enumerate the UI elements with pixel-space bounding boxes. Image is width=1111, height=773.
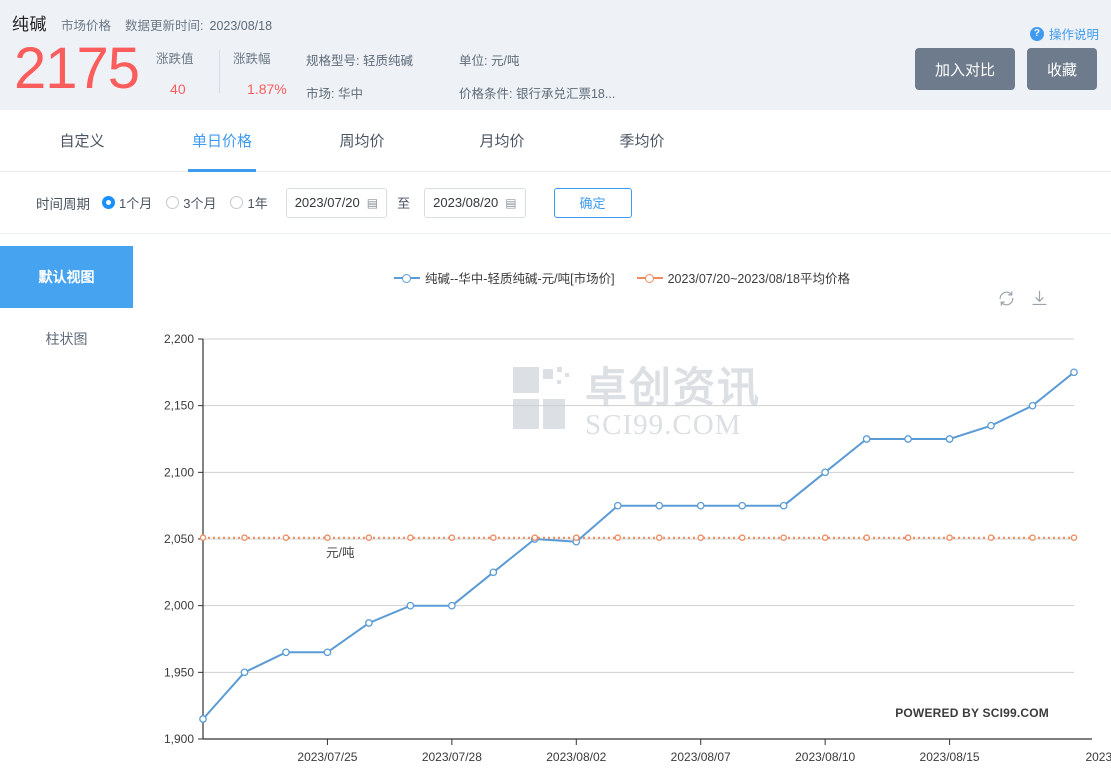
tab-weekly-avg[interactable]: 周均价 (339, 133, 385, 150)
svg-text:2,150: 2,150 (164, 399, 194, 413)
svg-text:1,950: 1,950 (164, 665, 194, 679)
spec-model: 规格型号: 轻质纯碱 (306, 54, 413, 68)
header-price-row: 2175 涨跌值 40 涨跌幅 1.87% 规格型号: 轻质纯碱 单位: 元/吨… (12, 38, 1111, 116)
refresh-icon[interactable] (997, 289, 1016, 313)
radio-1-year-input[interactable] (230, 196, 244, 209)
radio-3-months[interactable]: 3个月 (166, 193, 216, 212)
page-title: 纯碱 (12, 15, 47, 34)
spec-line-1: 规格型号: 轻质纯碱 单位: 元/吨 (306, 50, 615, 69)
date-range-separator: 至 (397, 196, 411, 211)
update-time: 数据更新时间: 2023/08/18 (125, 15, 272, 34)
download-icon[interactable] (1030, 289, 1049, 313)
start-date-input[interactable]: 2023/07/20 ▤ (285, 187, 388, 218)
svg-text:2023/08/18: 2023/08/18 (1085, 750, 1111, 764)
price-type-label: 市场价格 (61, 19, 112, 33)
radio-1-year-label: 1年 (247, 196, 268, 211)
svg-text:2,100: 2,100 (164, 465, 194, 479)
radio-1-month[interactable]: 1个月 (102, 193, 152, 212)
svg-text:2,000: 2,000 (164, 599, 194, 613)
spec-price-condition: 价格条件: 银行承兑汇票18... (459, 87, 616, 101)
change-block: 涨跌值 40 涨跌幅 1.87% (153, 38, 292, 97)
view-sidebar: 默认视图 柱状图 (0, 234, 133, 773)
change-value: 40 (170, 81, 186, 97)
update-time-label: 数据更新时间: (125, 19, 204, 33)
period-label: 时间周期 (36, 196, 90, 212)
start-date-value: 2023/07/20 (294, 195, 360, 210)
radio-3-months-input[interactable] (166, 196, 180, 209)
tab-monthly-avg[interactable]: 月均价 (479, 133, 525, 150)
chart-toolbar (997, 289, 1049, 313)
radio-1-month-input[interactable] (102, 196, 115, 209)
sidebar-item-default-view[interactable]: 默认视图 (0, 246, 133, 308)
current-price: 2175 (14, 36, 140, 101)
change-value-label: 涨跌值 (156, 52, 194, 66)
add-to-compare-button[interactable]: 加入对比 (914, 48, 1015, 90)
spec-market: 市场: 华中 (306, 87, 363, 101)
spec-block: 规格型号: 轻质纯碱 单位: 元/吨 市场: 华中 价格条件: 银行承兑汇票18… (306, 38, 615, 116)
change-pct: 1.87% (247, 81, 287, 97)
tab-bar: 自定义 单日价格 周均价 月均价 季均价 (0, 110, 1111, 172)
svg-text:2,200: 2,200 (164, 332, 194, 346)
change-pct-label: 涨跌幅 (233, 52, 271, 66)
svg-text:2023/07/28: 2023/07/28 (422, 750, 482, 764)
powered-by-label: POWERED BY SCI99.COM (895, 706, 1049, 720)
calendar-icon: ▤ (505, 195, 517, 210)
svg-text:2,050: 2,050 (164, 532, 194, 546)
y-axis-unit-label: 元/吨 (326, 546, 355, 560)
spec-unit: 单位: 元/吨 (459, 54, 520, 68)
svg-text:2023/08/07: 2023/08/07 (671, 750, 731, 764)
radio-3-months-label: 3个月 (183, 196, 217, 211)
filter-bar: 时间周期 1个月 3个月 1年 2023/07/20 ▤ 至 2023/08/2… (0, 172, 1111, 234)
favorite-button[interactable]: 收藏 (1026, 48, 1097, 90)
tab-custom[interactable]: 自定义 (59, 133, 105, 150)
page-header: 纯碱 市场价格 数据更新时间: 2023/08/18 2175 涨跌值 40 涨跌… (0, 0, 1111, 110)
radio-1-year[interactable]: 1年 (230, 193, 268, 212)
header-meta-row: 纯碱 市场价格 数据更新时间: 2023/08/18 (12, 10, 1111, 36)
content-body: 默认视图 柱状图 纯碱--华中-轻质纯碱-元/吨[市场价] 2023/07/20… (0, 234, 1111, 773)
tab-quarterly-avg[interactable]: 季均价 (619, 133, 665, 150)
radio-1-month-label: 1个月 (119, 196, 153, 211)
change-value-cell: 涨跌值 40 (153, 48, 215, 97)
help-link-label: 操作说明 (1048, 28, 1099, 42)
tab-daily-price[interactable]: 单日价格 (152, 110, 292, 172)
svg-text:2023/08/02: 2023/08/02 (546, 750, 606, 764)
confirm-button[interactable]: 确定 (553, 187, 632, 218)
sidebar-item-bar-chart[interactable]: 柱状图 (45, 331, 88, 347)
svg-text:2023/08/15: 2023/08/15 (920, 750, 980, 764)
help-link[interactable]: ? 操作说明 (1029, 24, 1099, 43)
change-pct-cell: 涨跌幅 1.87% (230, 48, 292, 97)
price-line-chart: 1,900 1,950 2,000 2,050 2,100 2,150 2,200 2023/… (164, 332, 1111, 764)
end-date-value: 2023/08/20 (433, 195, 499, 210)
spec-line-2: 市场: 华中 价格条件: 银行承兑汇票18... (306, 83, 615, 102)
svg-text:2023/07/25: 2023/07/25 (297, 750, 357, 764)
chart-container: 纯碱--华中-轻质纯碱-元/吨[市场价] 2023/07/20~2023/08/… (133, 234, 1111, 773)
update-time-value: 2023/08/18 (209, 19, 273, 33)
header-actions: 加入对比 收藏 (914, 48, 1097, 90)
end-date-input[interactable]: 2023/08/20 ▤ (424, 187, 526, 218)
calendar-icon: ▤ (366, 195, 379, 210)
svg-text:1,900: 1,900 (164, 732, 194, 746)
question-mark-icon: ? (1029, 26, 1044, 41)
svg-text:2023/08/10: 2023/08/10 (795, 750, 855, 764)
divider (219, 50, 221, 93)
